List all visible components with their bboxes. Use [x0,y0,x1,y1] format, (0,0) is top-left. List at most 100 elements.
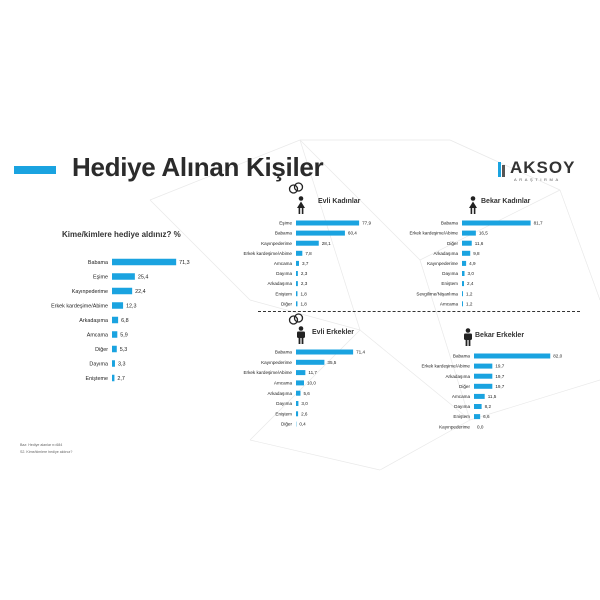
evli-kadinlar-value-label: 77,9 [362,221,371,226]
bekar-kadinlar-value-label: 81,7 [534,221,543,226]
bekar-kadinlar-value-label: 1,2 [466,291,473,296]
bekar-erkekler-category-label: Dayıma [454,404,470,409]
evli-kadinlar-category-label: Babama [275,231,293,236]
overall-value-label: 2,7 [117,376,125,382]
bekar-erkekler-category-label: Eniştem [453,414,470,419]
overall-category-label: Kayınpederime [72,289,108,295]
evli-kadinlar-value-label: 1,8 [300,301,307,306]
overall-bar [112,374,115,382]
overall-category-label: Enişteme [86,376,108,382]
evli-kadinlar-value-label: 2,3 [301,281,308,286]
logo-mark-icon [498,162,505,177]
evli-erkekler-bar [296,401,299,406]
evli-kadinlar-value-label: 7,8 [305,251,312,256]
bekar-erkekler-value-label: 19,7 [495,384,504,389]
panel-title-bekar-kadinlar: Bekar Kadınlar [481,198,531,205]
evli-erkekler-value-label: 3,0 [301,401,308,406]
evli-kadinlar-value-label: 3,7 [302,261,309,266]
rings-icon [288,313,304,325]
bekar-kadinlar-value-label: 4,9 [469,261,476,266]
panel-title-bekar-erkekler: Bekar Erkekler [475,332,525,339]
evli-kadinlar-category-label: Erkek kardeşime/Abime [243,251,292,256]
bekar-erkekler-bar [474,393,485,399]
bekar-erkekler-bar [474,414,481,420]
logo-subtitle: ARAŞTIRMA [514,177,561,182]
bekar-kadinlar-bar [462,260,467,266]
evli-erkekler-category-label: Kayınpederime [261,360,292,365]
overall-value-label: 5,9 [120,332,128,338]
evli-erkekler-value-label: 0,4 [299,422,306,427]
evli-erkekler-category-label: Babama [275,350,293,355]
overall-category-label: Amcama [87,332,108,338]
bekar-kadinlar-category-label: Erkek kardeşime/Abime [409,231,458,236]
evli-kadinlar-category-label: Kayınpederime [261,241,292,246]
overall-value-label: 71,3 [179,260,190,266]
bekar-erkekler-value-label: 19,7 [495,374,504,379]
bekar-kadinlar-value-label: 1,2 [466,301,473,306]
company-logo: AKSOY ARAŞTIRMA [497,158,577,182]
bekar-kadinlar-value-label: 9,8 [473,251,480,256]
overall-category-label: Babama [88,260,108,266]
evli-erkekler-bar [296,380,304,386]
overall-bar [112,273,135,280]
bekar-kadinlar-value-label: 3,0 [468,271,475,276]
evli-kadinlar-value-label: 2,3 [301,271,308,276]
bekar-kadinlar-bar [462,230,476,236]
evli-kadinlar-bar [296,250,303,256]
evli-kadinlar-bar [296,291,298,297]
bekar-erkekler-category-label: Babama [453,354,471,359]
male-icon [297,326,305,344]
evli-erkekler-value-label: 2,6 [301,411,308,416]
male-icon [464,328,472,346]
evli-kadinlar-bar [296,220,360,226]
overall-value-label: 6,8 [121,318,128,324]
bekar-kadinlar-category-label: Amcama [440,301,459,306]
overall-value-label: 22,4 [135,289,146,295]
bekar-erkekler-value-label: 11,5 [488,394,497,399]
overall-bar [112,316,119,324]
bekar-erkekler-value-label: 19,7 [495,364,504,369]
overall-bar [112,360,115,367]
female-icon [297,196,305,214]
evli-erkekler-bar [296,411,299,417]
evli-erkekler-bar [296,359,325,365]
bekar-kadinlar-category-label: Sevgilime/Nişanlıma [416,291,458,296]
evli-kadinlar-value-label: 1,8 [300,291,307,296]
bekar-erkekler-value-label: 6,6 [483,414,490,419]
evli-erkekler-value-label: 11,7 [308,370,317,375]
overall-category-label: Erkek kardeşime/Abime [51,303,108,309]
bekar-kadinlar-category-label: Eniştem [441,281,458,286]
evli-kadinlar-category-label: Diğer [281,301,292,306]
evli-erkekler-category-label: Eniştem [275,411,292,416]
survey-question: Kime/kimlere hediye aldınız? % [62,230,181,239]
evli-erkekler-value-label: 35,5 [327,360,336,365]
bekar-erkekler-value-label: 0,0 [477,424,484,429]
bekar-erkekler-value-label: 82,0 [553,354,562,359]
bekar-erkekler-category-label: Amcama [452,394,471,399]
overall-value-label: 12,3 [126,303,137,309]
bekar-erkekler-category-label: Diğer [459,384,470,389]
page-title: Hediye Alınan Kişiler [72,152,324,182]
evli-erkekler-category-label: Amcama [274,381,293,386]
evli-erkekler-bar [296,370,306,376]
evli-kadinlar-value-label: 28,1 [322,241,331,246]
evli-erkekler-value-label: 10,0 [307,381,316,386]
bekar-kadinlar-bar [462,220,531,226]
evli-kadinlar-bar [296,240,319,246]
bekar-erkekler-bar [474,363,493,369]
evli-kadinlar-bar [296,230,345,236]
overall-bar [112,331,118,338]
title-accent-bar [14,166,56,174]
evli-erkekler-category-label: Arkadaşıma [267,391,292,396]
bekar-erkekler-category-label: Erkek kardeşime/Abime [421,364,470,369]
evli-erkekler-bar [296,349,354,355]
bekar-kadinlar-bar [462,271,465,276]
evli-kadinlar-category-label: Arkadaşıma [267,281,292,286]
overall-value-label: 3,3 [118,361,126,367]
overall-value-label: 25,4 [138,274,149,280]
evli-erkekler-category-label: Dayıma [276,401,292,406]
overall-value-label: 5,3 [120,347,128,353]
evli-erkekler-value-label: 71,4 [356,350,365,355]
panel-divider [258,311,580,312]
